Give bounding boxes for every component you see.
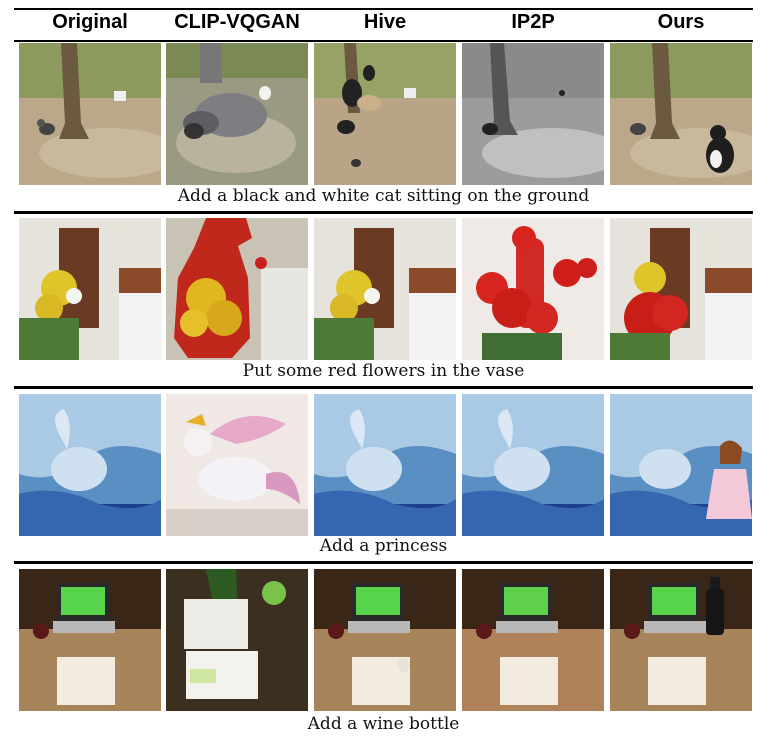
row2-hive-image: [314, 218, 456, 360]
row2-caption: Put some red flowers in the vase: [242, 361, 525, 381]
row4-ip2p-image: [462, 569, 604, 711]
row-separator: [14, 561, 753, 564]
row1-ip2p-image: [462, 43, 604, 185]
row1-caption: Add a black and white cat sitting on the…: [177, 186, 590, 206]
row2-clip-vqgan-image: [166, 218, 308, 360]
column-header-ip2p: IP2P: [511, 11, 555, 33]
column-header-ours: Ours: [657, 11, 705, 33]
top-rule: [14, 8, 753, 10]
row4-original-image: [19, 569, 161, 711]
row3-caption: Add a princess: [319, 536, 448, 556]
column-header-original: Original: [52, 11, 128, 33]
row3-ip2p-image: [462, 394, 604, 536]
row4-hive-image: [314, 569, 456, 711]
row-separator: [14, 386, 753, 389]
row4-clip-vqgan-image: [166, 569, 308, 711]
row3-ours-image: [610, 394, 752, 536]
row-separator: [14, 211, 753, 214]
row3-clip-vqgan-image: [166, 394, 308, 536]
row2-ours-image: [610, 218, 752, 360]
column-header-hive: Hive: [363, 11, 407, 33]
row3-hive-image: [314, 394, 456, 536]
header-rule: [14, 40, 753, 42]
row2-ip2p-image: [462, 218, 604, 360]
row1-original-image: [19, 43, 161, 185]
row1-clip-vqgan-image: [166, 43, 308, 185]
row4-caption: Add a wine bottle: [307, 714, 460, 734]
row4-ours-image: [610, 569, 752, 711]
column-header-clip-vqgan: CLIP-VQGAN: [174, 11, 300, 33]
row3-original-image: [19, 394, 161, 536]
row1-hive-image: [314, 43, 456, 185]
row2-original-image: [19, 218, 161, 360]
row1-ours-image: [610, 43, 752, 185]
